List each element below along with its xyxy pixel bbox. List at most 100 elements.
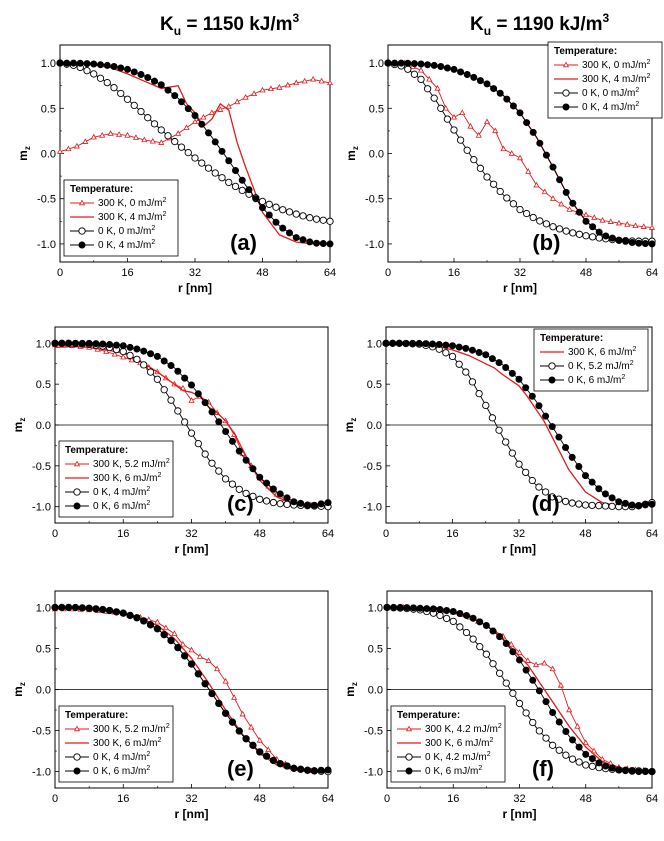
data-point xyxy=(549,665,556,672)
data-point xyxy=(171,92,179,100)
data-point xyxy=(404,65,412,73)
data-point xyxy=(509,102,517,110)
data-point xyxy=(201,399,209,407)
data-point xyxy=(562,227,570,235)
data-point xyxy=(467,122,474,129)
data-point xyxy=(575,500,583,508)
data-point xyxy=(549,163,557,171)
data-point xyxy=(522,709,530,717)
data-point xyxy=(522,468,530,477)
data-point xyxy=(608,502,616,510)
data-point xyxy=(107,130,114,136)
data-point xyxy=(317,766,325,774)
data-point xyxy=(234,98,241,105)
data-point xyxy=(111,350,118,357)
data-point xyxy=(382,339,390,347)
x-axis-label: r [nm] xyxy=(502,542,536,556)
data-point xyxy=(133,355,141,363)
data-point xyxy=(640,223,647,229)
x-tick-label: 16 xyxy=(121,267,133,279)
legend-entry: 0 K, 4 mJ/m2 xyxy=(93,751,150,763)
y-tick-label: 1.0 xyxy=(36,338,51,350)
data-point xyxy=(628,767,636,775)
data-point xyxy=(615,236,623,244)
legend-marker xyxy=(73,767,81,775)
data-point xyxy=(249,492,257,501)
data-point xyxy=(235,447,243,455)
data-point xyxy=(272,203,280,211)
data-point xyxy=(496,89,504,97)
data-point xyxy=(112,608,120,616)
data-point xyxy=(442,614,451,623)
data-point xyxy=(641,768,649,776)
x-tick-label: 32 xyxy=(189,267,201,279)
data-point xyxy=(177,143,186,151)
y-tick-label: 0.5 xyxy=(367,379,382,391)
data-point xyxy=(306,214,314,222)
y-tick-label: -0.5 xyxy=(365,194,384,206)
data-point xyxy=(430,61,438,69)
data-point xyxy=(602,762,610,770)
data-point xyxy=(290,764,298,772)
data-point xyxy=(292,210,300,218)
x-axis-label: r [nm] xyxy=(175,807,209,821)
data-point xyxy=(164,132,172,140)
x-tick-label: 0 xyxy=(385,267,391,279)
x-tick-label: 48 xyxy=(579,528,591,540)
data-point xyxy=(459,109,466,116)
data-point xyxy=(225,157,233,165)
data-point xyxy=(204,164,213,172)
data-point xyxy=(476,618,484,626)
data-point xyxy=(557,681,564,688)
data-point xyxy=(443,64,451,72)
data-point xyxy=(456,136,465,144)
data-point xyxy=(222,677,229,684)
legend-entry: 300 K, 4 mJ/m2 xyxy=(98,211,166,223)
x-tick-label: 32 xyxy=(513,528,525,540)
data-point xyxy=(130,101,138,110)
data-point xyxy=(455,360,463,368)
data-point xyxy=(588,755,596,763)
data-point xyxy=(555,495,563,503)
data-point xyxy=(140,347,148,355)
data-point xyxy=(435,340,443,348)
data-point xyxy=(208,459,216,467)
data-point xyxy=(555,746,563,754)
data-point xyxy=(589,223,597,231)
data-point xyxy=(542,698,550,706)
data-point xyxy=(174,367,182,375)
data-point xyxy=(146,368,155,376)
data-point xyxy=(508,640,515,647)
data-point xyxy=(434,84,441,91)
data-point xyxy=(588,478,596,486)
data-point xyxy=(188,660,196,668)
x-tick-label: 16 xyxy=(448,267,460,279)
x-tick-label: 16 xyxy=(447,793,459,805)
data-point xyxy=(599,216,606,223)
data-point xyxy=(242,94,249,100)
data-point xyxy=(283,762,291,770)
data-point xyxy=(442,341,450,349)
data-point xyxy=(269,485,277,493)
data-point xyxy=(502,640,510,648)
x-tick-label: 64 xyxy=(646,267,658,279)
data-point xyxy=(71,604,79,612)
data-point xyxy=(83,60,91,68)
data-point xyxy=(147,350,155,358)
data-point xyxy=(525,168,532,174)
data-point xyxy=(222,709,230,717)
data-point xyxy=(157,81,165,89)
data-point xyxy=(326,240,334,248)
x-tick-label: 64 xyxy=(322,528,334,540)
data-point xyxy=(437,63,445,71)
data-point xyxy=(222,428,230,436)
data-point xyxy=(174,407,182,415)
panel-b: 0 16 32 48 64 -1.0 -0.5 0.0 0.5 1.0 r [nm] mz (b) Tem… xyxy=(344,41,663,295)
data-point xyxy=(456,609,464,617)
data-point xyxy=(489,627,497,635)
data-point xyxy=(448,342,456,350)
x-tick-label: 0 xyxy=(52,793,58,805)
data-point xyxy=(417,75,425,84)
data-point xyxy=(103,348,110,354)
data-point xyxy=(117,89,125,98)
